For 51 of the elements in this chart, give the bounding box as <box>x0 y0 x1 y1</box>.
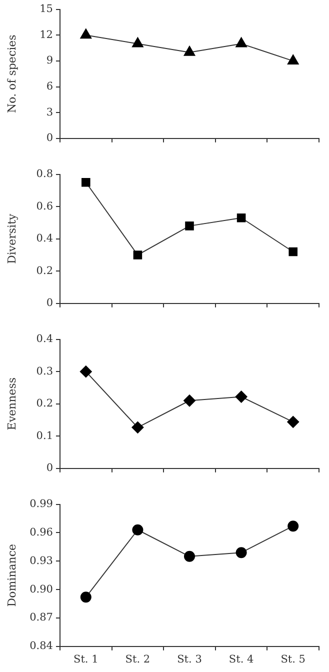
x-tick-label: St. 1 <box>74 653 98 666</box>
point <box>235 390 248 403</box>
y-tick-label: 0.1 <box>36 430 53 442</box>
y-axis-title: No. of species <box>5 34 18 113</box>
y-tick-label: 0.90 <box>30 583 53 596</box>
point <box>184 550 195 562</box>
point <box>236 37 247 48</box>
y-tick-label: 0 <box>46 132 53 144</box>
point <box>133 250 142 260</box>
y-tick-label: 0.8 <box>36 168 53 180</box>
point <box>132 37 144 48</box>
point <box>80 592 92 603</box>
y-tick-label: 0.84 <box>30 640 54 652</box>
point <box>288 247 298 256</box>
y-tick-label: 0.4 <box>36 232 54 245</box>
y-tick-label: 0.99 <box>30 498 53 510</box>
point <box>132 421 144 434</box>
point <box>184 46 196 56</box>
point <box>287 416 300 428</box>
y-tick-label: 6 <box>46 80 54 92</box>
y-tick-label: 0.4 <box>36 333 54 346</box>
x-tick-label: St. 5 <box>280 653 306 666</box>
y-tick-label: 0.87 <box>30 612 53 624</box>
y-tick-label: 0.6 <box>36 200 54 212</box>
point <box>184 394 196 407</box>
point <box>132 524 144 536</box>
point <box>80 28 92 39</box>
point <box>80 366 92 378</box>
y-tick-label: 15 <box>40 3 53 16</box>
y-axis-title: Dominance <box>5 544 18 607</box>
y-tick-label: 0.2 <box>36 398 53 410</box>
y-tick-label: 0.93 <box>30 554 53 567</box>
point <box>236 547 247 558</box>
y-tick-label: 3 <box>46 106 53 118</box>
point <box>185 222 194 230</box>
x-tick-label: St. 2 <box>125 653 150 666</box>
x-tick-label: St. 4 <box>228 653 254 666</box>
y-tick-label: 0.96 <box>30 526 54 538</box>
y-tick-label: 0 <box>46 462 53 474</box>
y-axis-title: Evenness <box>5 377 18 430</box>
y-axis-title: Diversity <box>5 213 18 264</box>
y-tick-label: 0.3 <box>36 365 53 378</box>
point <box>287 54 299 64</box>
point <box>82 178 90 187</box>
y-tick-label: 12 <box>40 28 53 41</box>
y-tick-label: 0 <box>46 297 53 310</box>
y-tick-label: 9 <box>46 54 53 67</box>
point <box>288 520 299 532</box>
point <box>236 213 246 222</box>
x-tick-label: St. 3 <box>177 653 202 666</box>
y-tick-label: 0.2 <box>36 264 53 277</box>
